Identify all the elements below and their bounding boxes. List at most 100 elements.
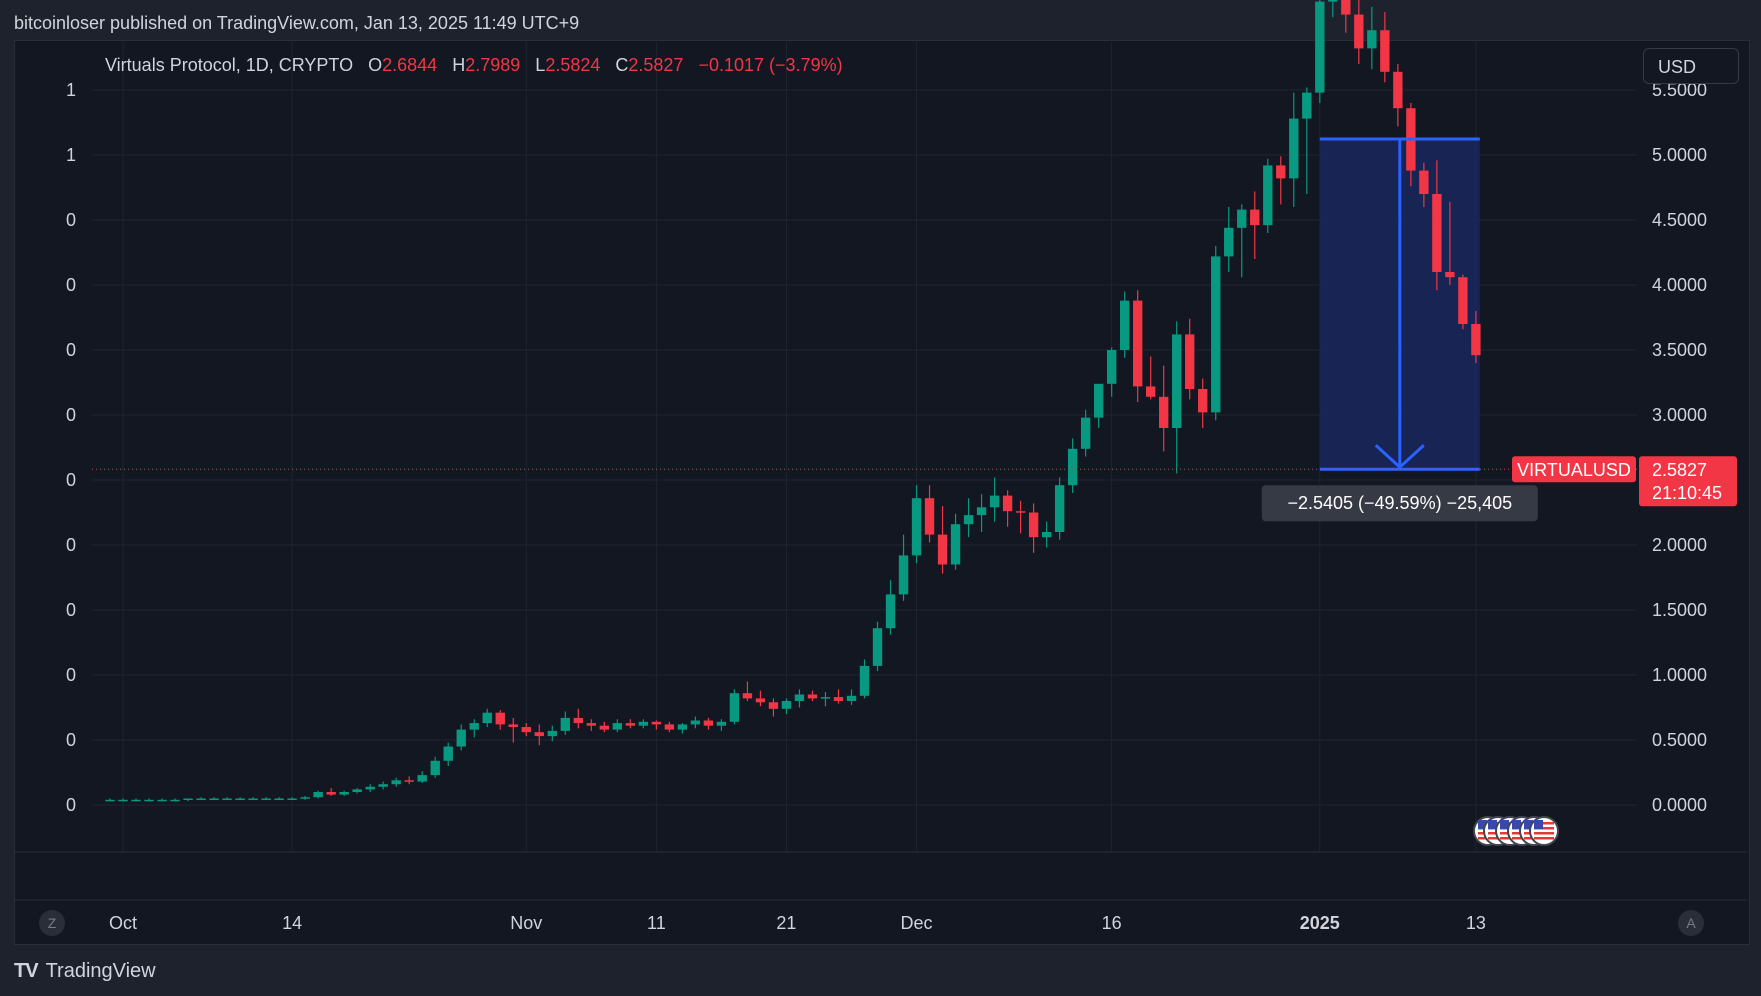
left-scale-label: 0 xyxy=(66,470,76,490)
candle-body xyxy=(651,721,662,725)
candle xyxy=(729,689,740,725)
candle-body xyxy=(170,799,180,802)
candle xyxy=(1080,409,1091,457)
candle xyxy=(157,798,167,802)
candle-body xyxy=(690,720,701,725)
candle xyxy=(196,797,206,800)
candle xyxy=(586,719,597,731)
candle-body xyxy=(950,524,961,565)
candle xyxy=(677,723,688,734)
left-scale-label: 0 xyxy=(66,340,76,360)
candle-body xyxy=(1041,532,1052,538)
candle-body xyxy=(378,784,388,787)
candle xyxy=(560,711,570,735)
candle-body xyxy=(1380,30,1390,72)
candle xyxy=(1419,162,1429,207)
candle-body xyxy=(560,717,570,731)
price-tag-countdown: 21:10:45 xyxy=(1652,483,1722,503)
candle-body xyxy=(157,799,167,802)
price-axis-label: 1.0000 xyxy=(1652,665,1707,685)
candle xyxy=(352,788,362,794)
price-axis-label: 0.0000 xyxy=(1652,795,1707,815)
candle-body xyxy=(1419,170,1429,194)
candle-body xyxy=(1458,277,1468,324)
symbol-legend[interactable]: Virtuals Protocol, 1D, CRYPTO O2.6844 H2… xyxy=(105,52,843,78)
candle xyxy=(859,659,870,699)
candle xyxy=(274,797,284,800)
candle-body xyxy=(495,712,505,725)
candle-body xyxy=(1471,324,1481,356)
candle-body xyxy=(1393,71,1403,109)
candle-body xyxy=(144,799,154,802)
candle-body xyxy=(976,507,987,516)
published-header: bitcoinloser published on TradingView.co… xyxy=(14,13,580,33)
candle xyxy=(664,721,675,733)
auto-scale-button[interactable]: A xyxy=(1678,910,1704,936)
candle xyxy=(313,790,323,799)
candle-body xyxy=(729,693,740,722)
left-scale-label: 0 xyxy=(66,535,76,555)
left-scale-label: 0 xyxy=(66,405,76,425)
candle-body xyxy=(1015,511,1026,513)
candle-body xyxy=(1028,512,1039,538)
candle-body xyxy=(209,798,219,800)
price-axis-label: 5.0000 xyxy=(1652,145,1707,165)
candle-body xyxy=(1341,0,1351,15)
legend-high-value: 2.7989 xyxy=(465,55,521,75)
candle-body xyxy=(196,798,206,800)
candle-body xyxy=(183,798,193,800)
candle-body xyxy=(443,746,453,761)
candle-body xyxy=(547,730,557,737)
candle xyxy=(1041,521,1052,548)
candle-body xyxy=(352,789,362,792)
measure-arrow-head xyxy=(1374,444,1425,470)
candle xyxy=(547,725,557,742)
candle xyxy=(1093,383,1104,428)
price-axis-label: 3.5000 xyxy=(1652,340,1707,360)
candle xyxy=(1315,0,1325,103)
candle xyxy=(1119,291,1130,358)
candle-body xyxy=(1132,300,1143,387)
time-axis-zoom-button[interactable]: Z xyxy=(39,910,65,936)
candle xyxy=(1028,503,1039,553)
tradingview-logo[interactable]: TV TradingView xyxy=(14,958,156,984)
candle-body xyxy=(768,702,779,709)
candle xyxy=(1250,191,1260,259)
candle-body xyxy=(508,724,518,727)
candle-body xyxy=(482,712,492,724)
currency-button[interactable]: USD xyxy=(1643,48,1739,84)
candle xyxy=(131,798,141,802)
candle xyxy=(872,621,883,672)
legend-low-value: 2.5824 xyxy=(545,55,601,75)
time-axis-label: Dec xyxy=(901,913,933,933)
candle-body xyxy=(287,798,297,800)
candle xyxy=(1172,321,1182,474)
candle-body xyxy=(1224,227,1234,257)
time-axis-label: Nov xyxy=(510,913,542,933)
candle xyxy=(911,485,922,564)
candle-body xyxy=(1146,386,1156,397)
left-scale-label: 0 xyxy=(66,795,76,815)
candle-body xyxy=(1354,14,1364,49)
legend-symbol: Virtuals Protocol, 1D, CRYPTO xyxy=(105,55,354,75)
candle-body xyxy=(1185,334,1195,389)
candle-body xyxy=(716,721,727,726)
candle-body xyxy=(365,786,375,790)
candle-body xyxy=(677,724,688,730)
candle xyxy=(339,790,349,796)
candle xyxy=(1380,12,1390,83)
price-axis-label: 4.0000 xyxy=(1652,275,1707,295)
legend-open-value: 2.6844 xyxy=(382,55,438,75)
candle xyxy=(1471,311,1481,363)
candle-body xyxy=(1067,448,1078,486)
candle xyxy=(573,708,583,729)
candle-body xyxy=(105,799,115,802)
candle xyxy=(521,723,531,737)
candle-body xyxy=(1093,383,1104,418)
time-axis-label: Oct xyxy=(109,913,137,933)
candle xyxy=(443,742,453,766)
candle xyxy=(1067,438,1078,493)
legend-close-label: C xyxy=(615,55,629,75)
candle xyxy=(300,795,310,800)
